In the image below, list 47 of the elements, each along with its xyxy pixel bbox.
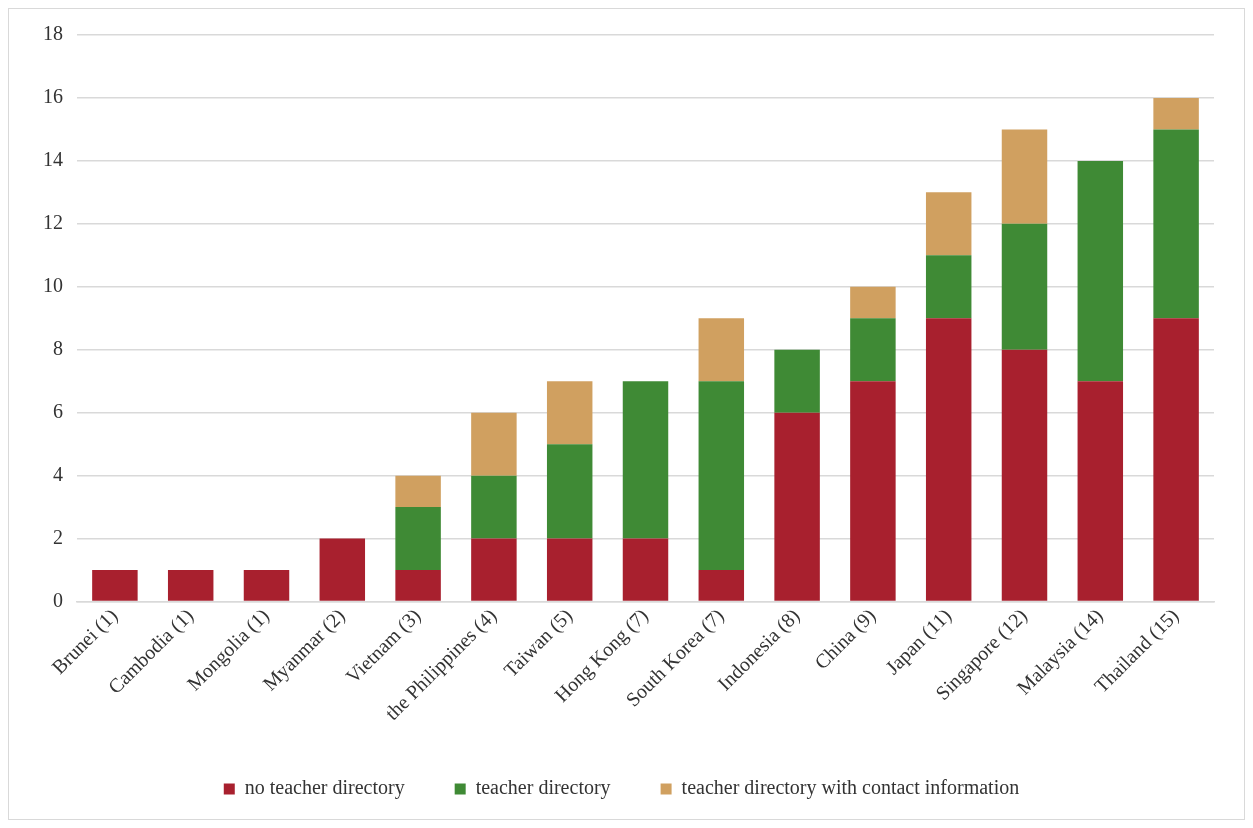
bar <box>167 570 214 601</box>
bar <box>925 192 972 256</box>
bar <box>1153 318 1199 601</box>
y-tick-label: 14 <box>43 148 63 171</box>
legend-label: no teacher directory <box>244 776 405 800</box>
bar <box>395 507 441 571</box>
bar <box>319 538 366 601</box>
bar <box>546 381 593 445</box>
bar <box>395 570 441 601</box>
bar <box>395 475 441 508</box>
bar <box>925 318 972 601</box>
y-tick-label: 10 <box>43 274 63 297</box>
bar <box>698 570 745 601</box>
bar <box>774 349 820 413</box>
bar <box>1153 129 1199 319</box>
y-tick-label: 8 <box>53 337 63 359</box>
bar <box>925 255 972 319</box>
y-tick-label: 2 <box>53 525 63 548</box>
y-tick-label: 12 <box>43 211 63 234</box>
legend-label: teacher directory <box>475 776 611 800</box>
legend-label: teacher directory with contact information <box>681 776 1020 800</box>
bar <box>774 412 820 601</box>
bar <box>850 318 896 382</box>
bar <box>1001 223 1048 350</box>
bar <box>1001 129 1048 224</box>
y-tick-label: 6 <box>53 399 63 422</box>
y-tick-label: 18 <box>43 22 63 45</box>
y-tick-label: 4 <box>53 462 63 485</box>
bar <box>698 381 745 571</box>
bar <box>698 318 745 382</box>
bar <box>243 570 290 601</box>
bar <box>92 570 138 601</box>
bar <box>471 538 517 601</box>
bar <box>622 381 669 539</box>
bar <box>1077 381 1124 601</box>
bar <box>546 538 593 601</box>
bar <box>1001 349 1048 601</box>
bar <box>546 444 593 539</box>
bar <box>1153 97 1199 130</box>
y-tick-label: 16 <box>43 85 63 108</box>
bar <box>471 475 517 539</box>
bar <box>471 412 517 476</box>
bar <box>850 381 896 601</box>
y-tick-label: 0 <box>53 588 63 611</box>
bar <box>850 286 896 319</box>
bar <box>622 538 669 601</box>
bar <box>1077 160 1124 382</box>
